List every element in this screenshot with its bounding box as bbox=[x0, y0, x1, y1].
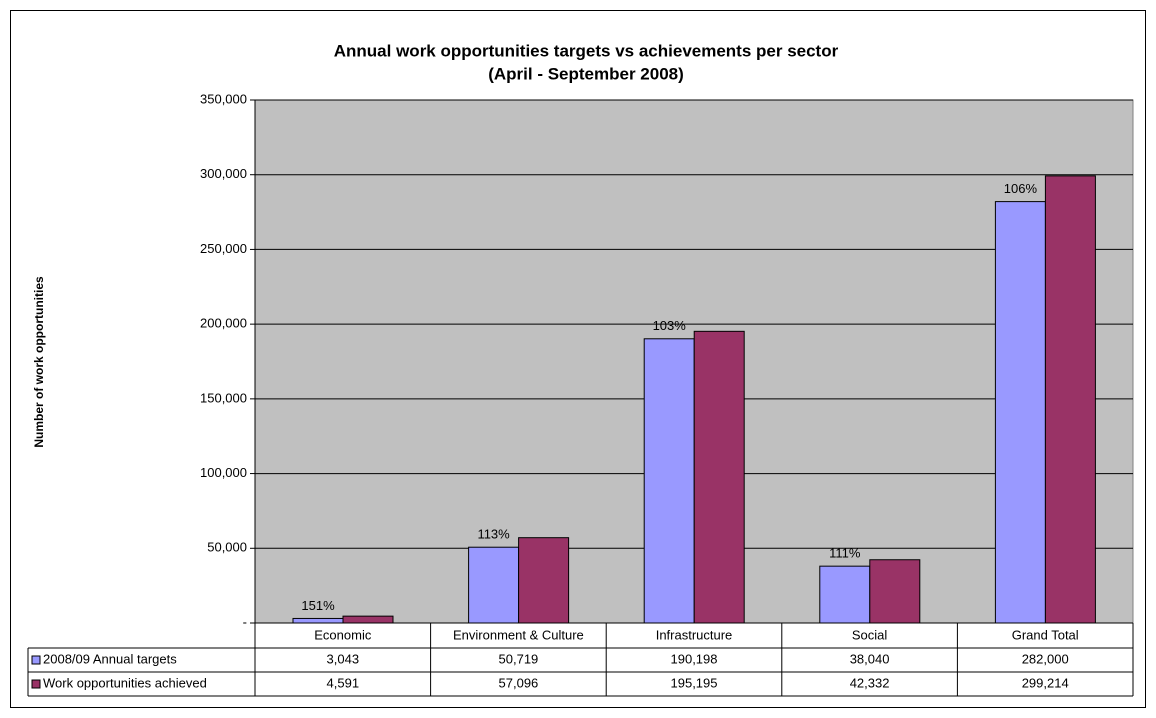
y-tick-label: 100,000 bbox=[200, 465, 247, 480]
table-value: 3,043 bbox=[327, 651, 360, 666]
y-tick-label: 350,000 bbox=[200, 91, 247, 106]
percent-label: 111% bbox=[829, 546, 861, 561]
legend-label: Work opportunities achieved bbox=[43, 675, 207, 690]
bar bbox=[1044, 175, 1096, 624]
percent-label: 103% bbox=[653, 318, 687, 333]
y-tick-label: 250,000 bbox=[200, 241, 247, 256]
bar bbox=[643, 338, 695, 624]
x-tick-label: Environment & Culture bbox=[453, 627, 584, 642]
legend-label: 2008/09 Annual targets bbox=[43, 651, 177, 666]
y-tick-label: 150,000 bbox=[200, 390, 247, 405]
table-value: 190,198 bbox=[671, 651, 718, 666]
percent-label: 106% bbox=[1004, 181, 1038, 196]
y-tick-label: - bbox=[243, 614, 247, 629]
y-tick-label: 300,000 bbox=[200, 166, 247, 181]
bar bbox=[292, 617, 344, 624]
bar bbox=[994, 201, 1046, 624]
chart-subtitle: (April - September 2008) bbox=[488, 64, 684, 83]
bar bbox=[518, 537, 570, 624]
bar bbox=[468, 546, 520, 624]
table-value: 282,000 bbox=[1022, 651, 1069, 666]
table-value: 4,591 bbox=[327, 675, 360, 690]
table-value: 42,332 bbox=[850, 675, 890, 690]
table-value: 50,719 bbox=[499, 651, 539, 666]
y-axis-label: Number of work opportunities bbox=[32, 276, 46, 448]
table-value: 57,096 bbox=[499, 675, 539, 690]
x-tick-label: Infrastructure bbox=[656, 627, 733, 642]
x-tick-label: Economic bbox=[314, 627, 372, 642]
y-tick-label: 200,000 bbox=[200, 316, 247, 331]
bar bbox=[819, 565, 871, 624]
percent-label: 151% bbox=[301, 598, 335, 613]
table-value: 38,040 bbox=[850, 651, 890, 666]
table-value: 195,195 bbox=[671, 675, 718, 690]
x-tick-label: Grand Total bbox=[1012, 627, 1079, 642]
legend-swatch bbox=[31, 655, 41, 665]
y-tick-label: 50,000 bbox=[207, 540, 247, 555]
bar bbox=[869, 559, 921, 624]
legend-swatch bbox=[31, 679, 41, 689]
x-tick-label: Social bbox=[852, 627, 888, 642]
bar bbox=[342, 615, 394, 624]
chart-title: Annual work opportunities targets vs ach… bbox=[334, 41, 839, 60]
bar bbox=[693, 330, 745, 624]
percent-label: 113% bbox=[477, 527, 510, 542]
table-value: 299,214 bbox=[1022, 675, 1069, 690]
